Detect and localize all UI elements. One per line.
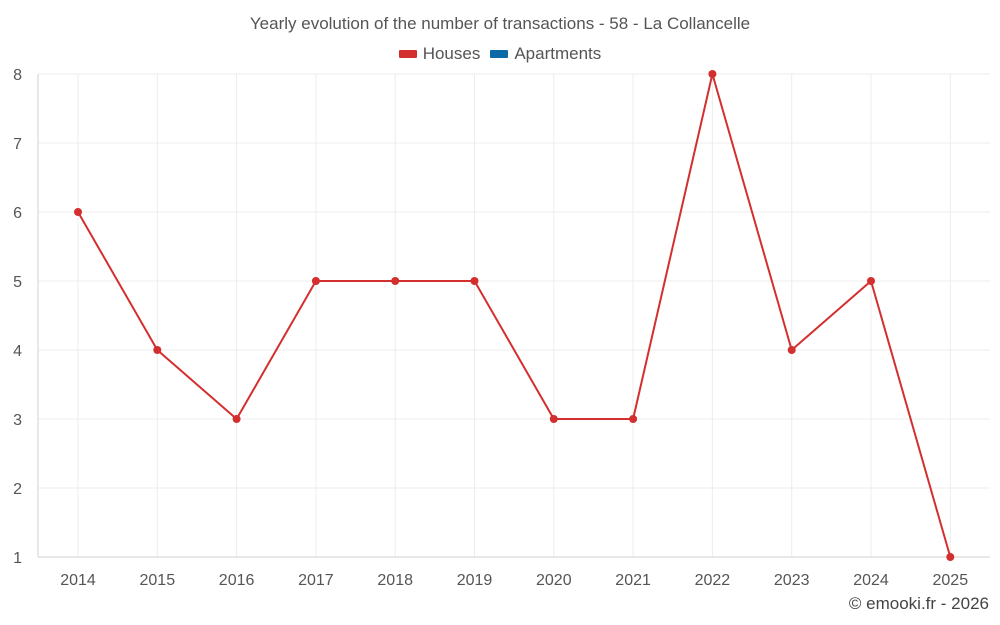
chart-legend: Houses Apartments (0, 44, 1000, 64)
data-point-houses-2021[interactable] (629, 415, 638, 423)
y-tick-label: 4 (13, 343, 22, 360)
data-point-houses-2022[interactable] (708, 70, 717, 78)
y-tick-label: 2 (13, 481, 22, 498)
legend-label-apartments: Apartments (514, 44, 602, 63)
x-tick-label: 2014 (60, 572, 96, 589)
x-tick-label: 2021 (615, 572, 651, 589)
legend-item-apartments[interactable]: Apartments (490, 44, 601, 64)
data-point-houses-2023[interactable] (787, 346, 796, 354)
x-tick-label: 2024 (853, 572, 889, 589)
x-tick-label: 2023 (774, 572, 810, 589)
y-tick-label: 3 (13, 412, 22, 429)
legend-item-houses[interactable]: Houses (398, 44, 481, 64)
data-point-houses-2024[interactable] (867, 277, 875, 285)
legend-swatch-houses (398, 50, 417, 58)
x-tick-label: 2022 (695, 572, 731, 589)
y-tick-label: 7 (13, 136, 22, 153)
x-tick-label: 2015 (140, 572, 176, 589)
y-tick-label: 1 (13, 550, 22, 567)
legend-label-houses: Houses (422, 44, 481, 63)
y-axis-ticks: 1 2 3 4 5 6 7 8 (13, 67, 22, 567)
x-tick-label: 2020 (536, 572, 572, 589)
x-tick-label: 2019 (457, 572, 493, 589)
data-point-houses-2018[interactable] (391, 277, 400, 285)
x-tick-label: 2018 (377, 572, 413, 589)
axes (37, 74, 990, 558)
y-tick-label: 5 (13, 274, 22, 291)
series-line-houses (77, 73, 952, 558)
data-point-houses-2017[interactable] (311, 277, 320, 285)
chart-title: Yearly evolution of the number of transa… (249, 14, 751, 33)
data-point-houses-2019[interactable] (470, 277, 479, 285)
data-point-houses-2014[interactable] (74, 208, 82, 216)
x-tick-label: 2017 (298, 572, 334, 589)
copyright-footer: © emooki.fr - 2026 (848, 594, 989, 613)
y-tick-label: 6 (13, 205, 22, 222)
data-point-houses-2025[interactable] (946, 553, 955, 561)
data-point-houses-2015[interactable] (153, 346, 162, 354)
data-point-houses-2016[interactable] (232, 415, 241, 423)
x-tick-label: 2025 (933, 572, 969, 589)
x-axis-ticks: 2014 2015 2016 2017 2018 2019 2020 2021 2022 2023… (60, 572, 968, 589)
grid-lines (38, 73, 990, 558)
x-tick-label: 2016 (219, 572, 255, 589)
data-point-houses-2020[interactable] (549, 415, 558, 423)
legend-swatch-apartments (490, 50, 509, 58)
y-tick-label: 8 (13, 67, 22, 84)
series-marks (74, 70, 955, 561)
